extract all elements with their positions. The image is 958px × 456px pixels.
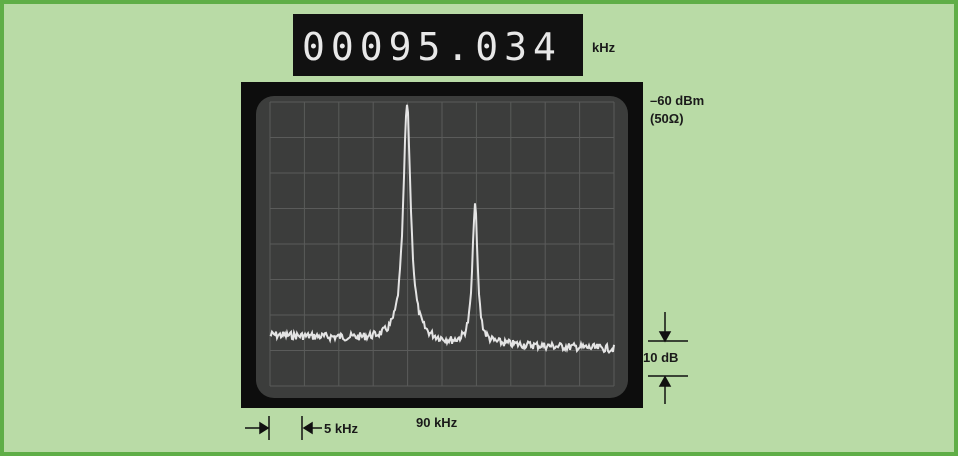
- counter-reading: 00095.034: [302, 25, 562, 69]
- spectrum-trace: [269, 104, 615, 354]
- counter-unit: kHz: [592, 40, 616, 55]
- db-arrows: [648, 312, 688, 404]
- horizontal-scale: 5 kHz: [324, 421, 358, 436]
- graticule: [269, 101, 615, 387]
- counter-display: [293, 14, 583, 76]
- khz-arrows: [245, 416, 322, 440]
- reference-level: –60 dBm: [650, 93, 704, 108]
- vertical-scale: 10 dB: [643, 350, 678, 365]
- center-frequency: 90 kHz: [416, 415, 458, 430]
- impedance: (50Ω): [650, 111, 684, 126]
